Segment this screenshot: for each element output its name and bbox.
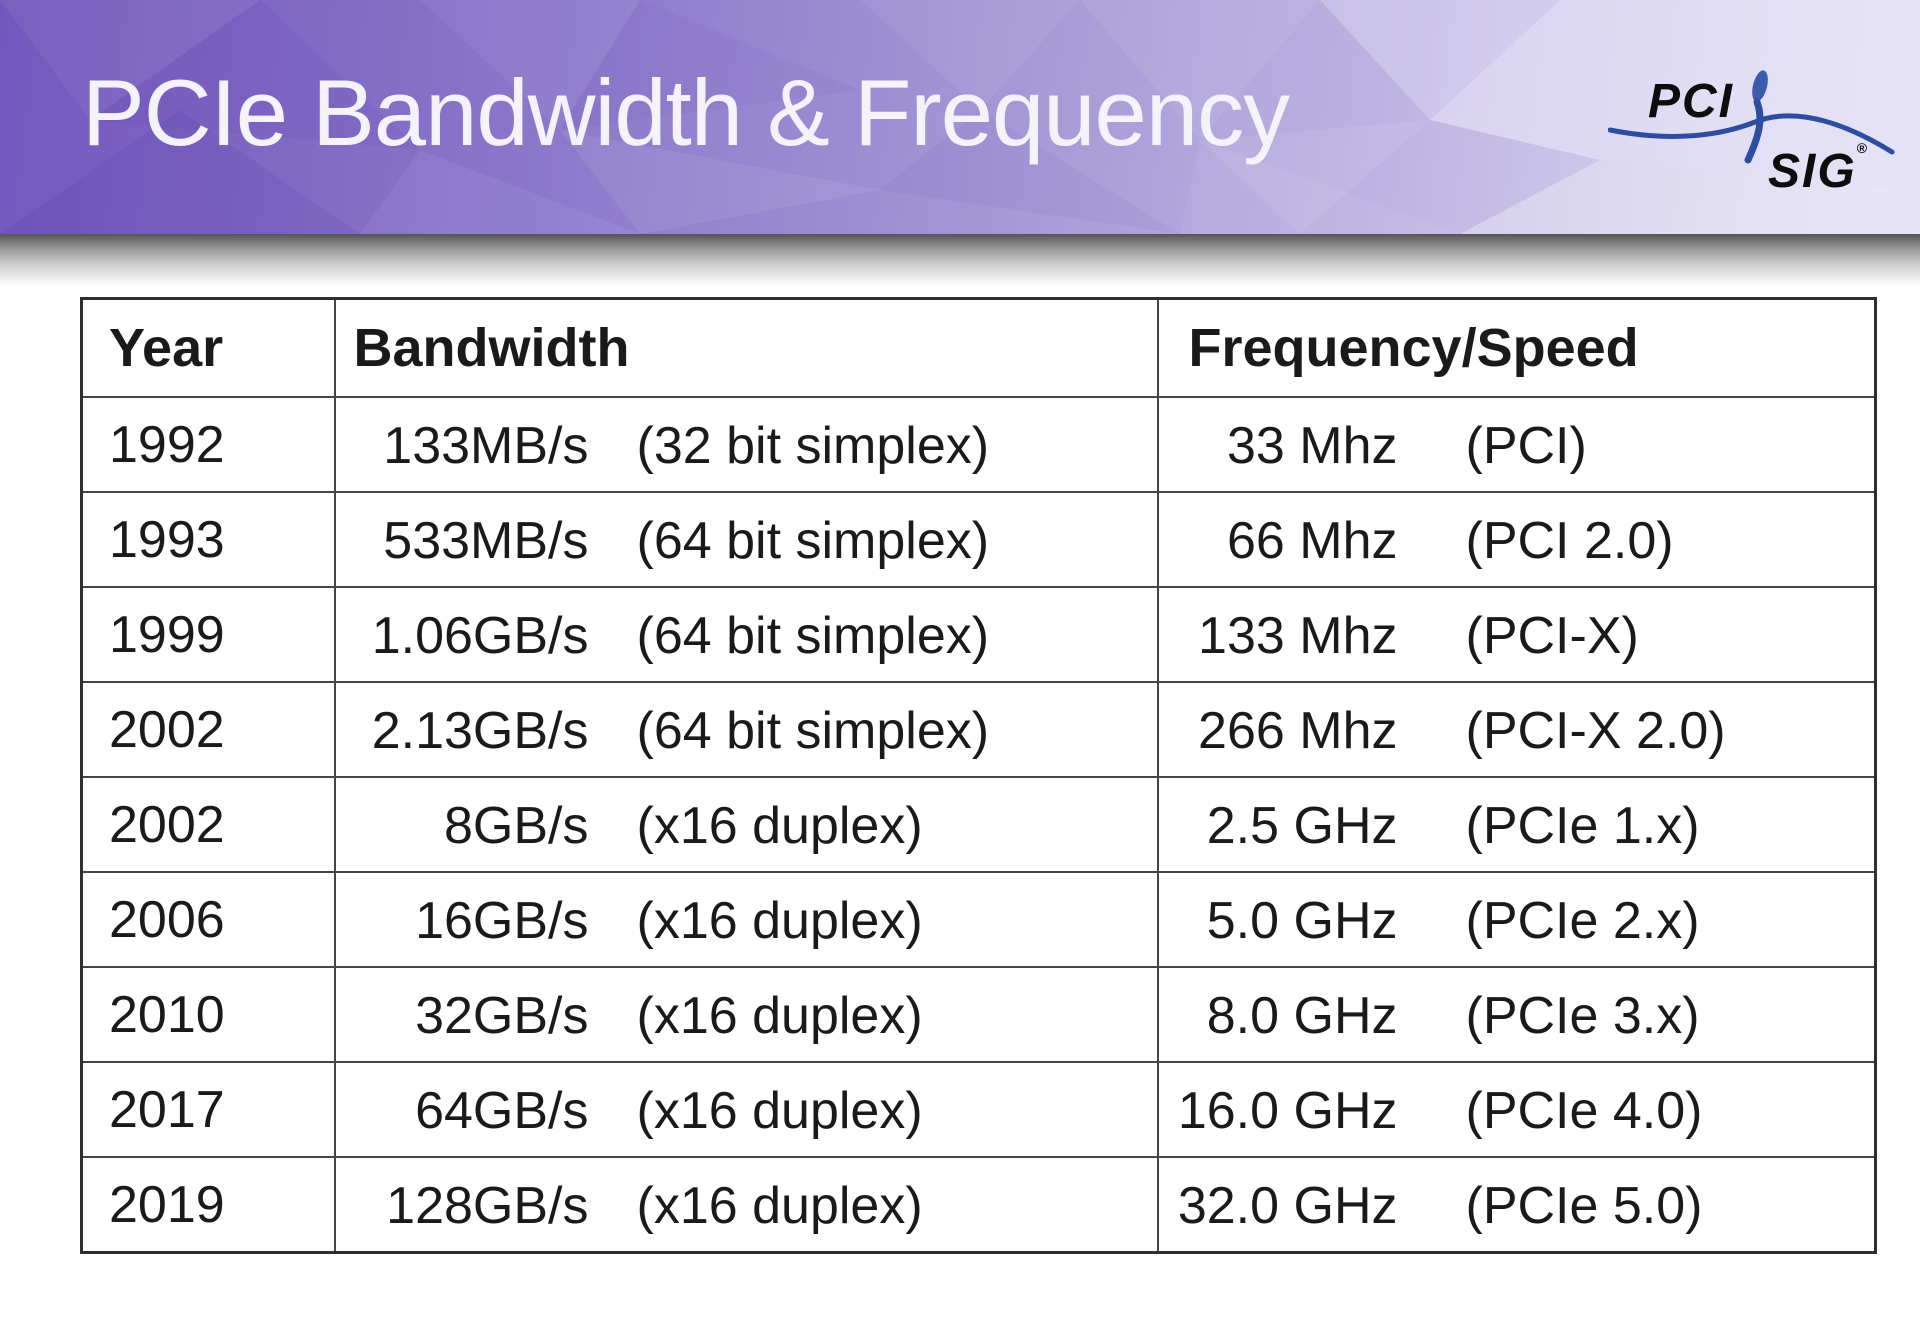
bandwidth-cell: 16GB/s (x16 duplex) bbox=[333, 871, 1159, 968]
bandwidth-value: 32GB/s bbox=[415, 987, 589, 1046]
bandwidth-value: 16GB/s bbox=[415, 892, 589, 951]
frequency-note: (PCI 2.0) bbox=[1465, 512, 1674, 571]
table-header-row: Year Bandwidth Frequency/Speed bbox=[80, 297, 1877, 398]
frequency-cell: 5.0 GHz (PCIe 2.x) bbox=[1156, 871, 1877, 968]
pcisig-logo: PCI SIG® bbox=[1608, 68, 1896, 200]
frequency-cell: 266 Mhz (PCI-X 2.0) bbox=[1156, 681, 1877, 778]
frequency-value: 2.5 GHz bbox=[1206, 797, 1398, 856]
year-cell: 1993 bbox=[80, 491, 336, 588]
year-cell: 2017 bbox=[80, 1061, 336, 1158]
bandwidth-note: (64 bit simplex) bbox=[636, 607, 990, 666]
bandwidth-note: (32 bit simplex) bbox=[636, 417, 990, 476]
frequency-value: 8.0 GHz bbox=[1206, 987, 1398, 1046]
logo-text-pci: PCI bbox=[1648, 75, 1735, 128]
bandwidth-cell: 128GB/s (x16 duplex) bbox=[333, 1156, 1159, 1254]
frequency-cell: 133 Mhz (PCI-X) bbox=[1156, 586, 1877, 683]
slide-header: PCIe Bandwidth & Frequency PCI SIG® bbox=[0, 0, 1920, 234]
bandwidth-note: (x16 duplex) bbox=[636, 1177, 923, 1236]
table-row: 1992 133MB/s (32 bit simplex) 33 Mhz (PCI) bbox=[80, 396, 1877, 493]
table-row: 1999 1.06GB/s (64 bit simplex) 133 Mhz (PC… bbox=[80, 586, 1877, 683]
frequency-cell: 33 Mhz (PCI) bbox=[1156, 396, 1877, 493]
bandwidth-cell: 533MB/s (64 bit simplex) bbox=[333, 491, 1159, 588]
frequency-note: (PCIe 2.x) bbox=[1465, 892, 1700, 951]
year-cell: 2010 bbox=[80, 966, 336, 1063]
frequency-note: (PCIe 4.0) bbox=[1465, 1082, 1703, 1141]
frequency-value: 33 Mhz bbox=[1226, 417, 1398, 476]
bandwidth-cell: 32GB/s (x16 duplex) bbox=[333, 966, 1159, 1063]
year-cell: 1999 bbox=[80, 586, 336, 683]
column-header-frequency: Frequency/Speed bbox=[1156, 297, 1877, 398]
bandwidth-cell: 133MB/s (32 bit simplex) bbox=[333, 396, 1159, 493]
frequency-cell: 16.0 GHz (PCIe 4.0) bbox=[1156, 1061, 1877, 1158]
column-header-year: Year bbox=[80, 297, 336, 398]
frequency-cell: 2.5 GHz (PCIe 1.x) bbox=[1156, 776, 1877, 873]
frequency-note: (PCIe 5.0) bbox=[1465, 1177, 1703, 1236]
lowpoly-texture bbox=[0, 0, 1920, 234]
bandwidth-note: (x16 duplex) bbox=[636, 797, 923, 856]
table-row: 2002 2.13GB/s (64 bit simplex) 266 Mhz (PC… bbox=[80, 681, 1877, 778]
table-row: 2019 128GB/s (x16 duplex) 32.0 GHz (PCIe 5… bbox=[80, 1156, 1877, 1254]
table-row: 2002 8GB/s (x16 duplex) 2.5 GHz (PCIe 1.x) bbox=[80, 776, 1877, 873]
bandwidth-cell: 8GB/s (x16 duplex) bbox=[333, 776, 1159, 873]
bandwidth-value: 128GB/s bbox=[386, 1177, 589, 1236]
year-cell: 2006 bbox=[80, 871, 336, 968]
header-drop-shadow bbox=[0, 234, 1920, 286]
frequency-cell: 32.0 GHz (PCIe 5.0) bbox=[1156, 1156, 1877, 1254]
bandwidth-note: (64 bit simplex) bbox=[636, 702, 990, 761]
bandwidth-note: (x16 duplex) bbox=[636, 1082, 923, 1141]
bandwidth-value: 133MB/s bbox=[383, 417, 589, 476]
frequency-cell: 66 Mhz (PCI 2.0) bbox=[1156, 491, 1877, 588]
frequency-note: (PCIe 3.x) bbox=[1465, 987, 1700, 1046]
registered-mark: ® bbox=[1856, 140, 1870, 156]
bandwidth-note: (x16 duplex) bbox=[636, 987, 923, 1046]
frequency-value: 16.0 GHz bbox=[1177, 1082, 1398, 1141]
frequency-note: (PCI) bbox=[1465, 417, 1587, 476]
frequency-note: (PCI-X) bbox=[1465, 607, 1639, 666]
bandwidth-value: 533MB/s bbox=[383, 512, 589, 571]
bandwidth-value: 8GB/s bbox=[444, 797, 589, 856]
bandwidth-cell: 64GB/s (x16 duplex) bbox=[333, 1061, 1159, 1158]
logo-swoosh-icon bbox=[1608, 70, 1895, 164]
bandwidth-frequency-table: Year Bandwidth Frequency/Speed 1992 133M… bbox=[80, 297, 1877, 1254]
column-header-bandwidth: Bandwidth bbox=[333, 297, 1159, 398]
bandwidth-value: 2.13GB/s bbox=[371, 702, 589, 761]
bandwidth-cell: 1.06GB/s (64 bit simplex) bbox=[333, 586, 1159, 683]
frequency-value: 32.0 GHz bbox=[1177, 1177, 1398, 1236]
frequency-value: 66 Mhz bbox=[1226, 512, 1398, 571]
table-row: 1993 533MB/s (64 bit simplex) 66 Mhz (PCI … bbox=[80, 491, 1877, 588]
bandwidth-value: 1.06GB/s bbox=[371, 607, 589, 666]
logo-text-sig: SIG® bbox=[1768, 140, 1870, 198]
bandwidth-note: (64 bit simplex) bbox=[636, 512, 990, 571]
year-cell: 2002 bbox=[80, 681, 336, 778]
year-cell: 2019 bbox=[80, 1156, 336, 1254]
frequency-cell: 8.0 GHz (PCIe 3.x) bbox=[1156, 966, 1877, 1063]
year-cell: 1992 bbox=[80, 396, 336, 493]
frequency-value: 133 Mhz bbox=[1198, 607, 1398, 666]
table-row: 2010 32GB/s (x16 duplex) 8.0 GHz (PCIe 3.x… bbox=[80, 966, 1877, 1063]
bandwidth-value: 64GB/s bbox=[415, 1082, 589, 1141]
page-title: PCIe Bandwidth & Frequency bbox=[82, 60, 1290, 165]
bandwidth-note: (x16 duplex) bbox=[636, 892, 923, 951]
bandwidth-cell: 2.13GB/s (64 bit simplex) bbox=[333, 681, 1159, 778]
table-row: 2017 64GB/s (x16 duplex) 16.0 GHz (PCIe 4.… bbox=[80, 1061, 1877, 1158]
frequency-note: (PCI-X 2.0) bbox=[1465, 702, 1726, 761]
frequency-value: 266 Mhz bbox=[1198, 702, 1398, 761]
frequency-value: 5.0 GHz bbox=[1206, 892, 1398, 951]
year-cell: 2002 bbox=[80, 776, 336, 873]
table-row: 2006 16GB/s (x16 duplex) 5.0 GHz (PCIe 2.x… bbox=[80, 871, 1877, 968]
frequency-note: (PCIe 1.x) bbox=[1465, 797, 1700, 856]
